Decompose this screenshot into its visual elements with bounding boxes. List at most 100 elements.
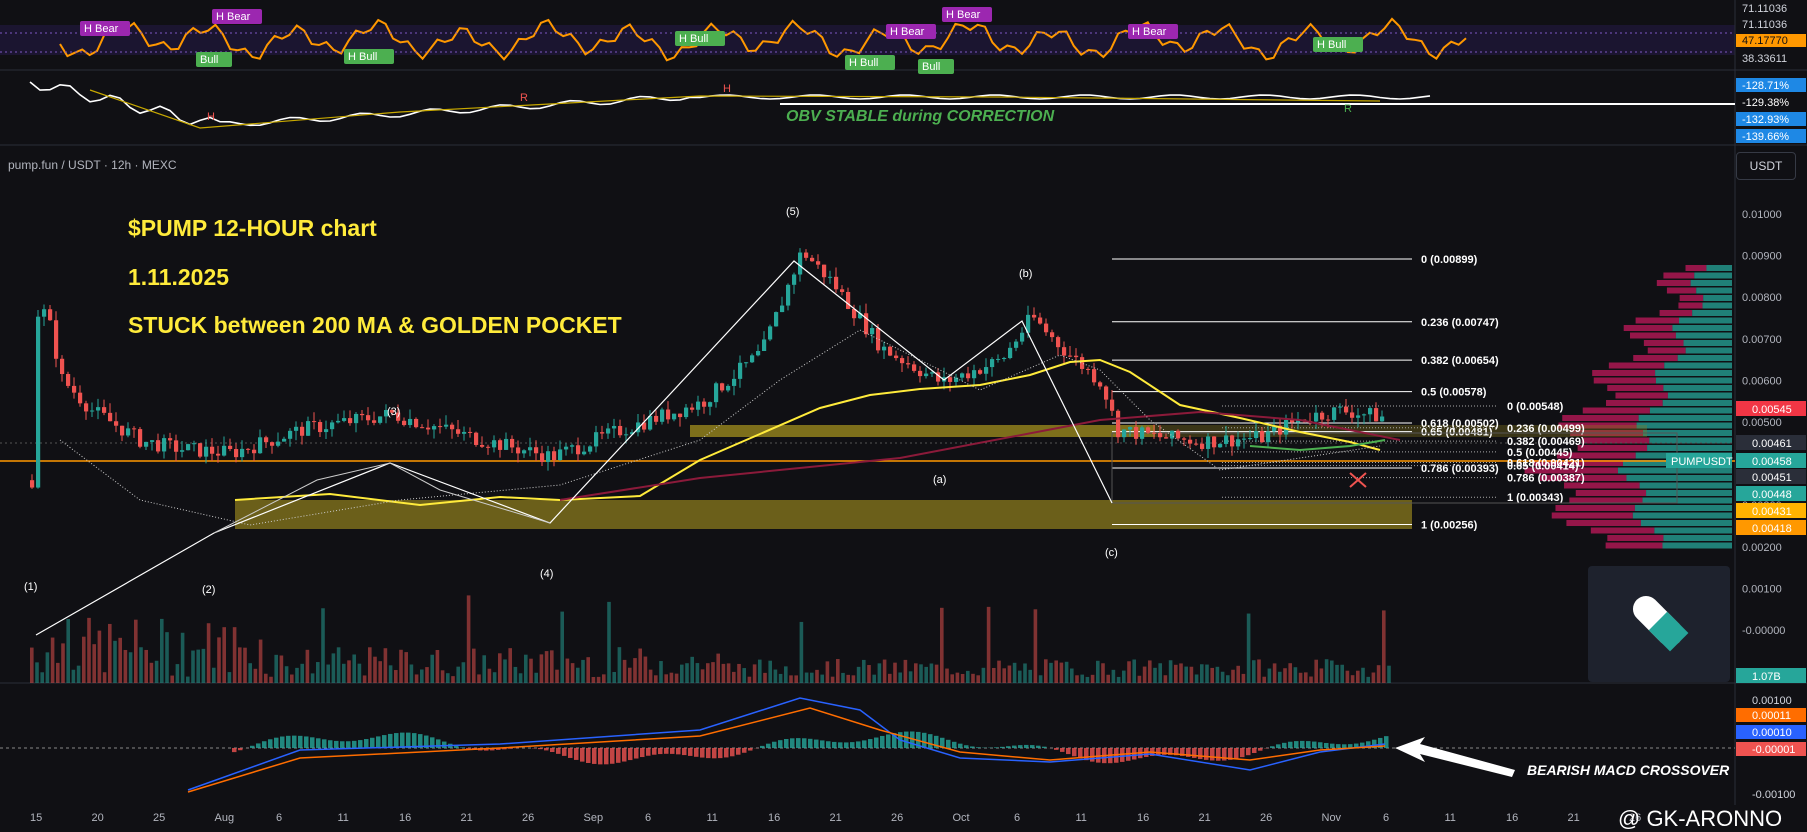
volume-bar <box>1101 663 1105 683</box>
volume-bar <box>332 653 336 683</box>
time-tick: Oct <box>953 812 970 824</box>
volume-bar <box>1268 669 1272 683</box>
volume-bar <box>1361 668 1365 683</box>
macd-bar <box>1090 748 1095 762</box>
macd-bar <box>976 747 981 748</box>
macd-tag: -0.00100 <box>1752 789 1795 801</box>
volume-bar <box>1304 672 1308 683</box>
volume-bar <box>1278 672 1282 683</box>
macd-bar <box>640 748 645 757</box>
volume-bar <box>1325 659 1329 683</box>
time-tick: 21 <box>1199 812 1211 824</box>
macd-bar <box>856 741 861 748</box>
candle-body <box>228 446 232 449</box>
candle-body <box>1038 318 1042 324</box>
macd-bar <box>838 742 843 748</box>
volume-bar <box>1236 666 1240 683</box>
candle-body <box>1332 407 1336 420</box>
volume-bar <box>306 650 310 683</box>
macd-bar <box>1318 742 1323 748</box>
macd-bar <box>400 733 405 748</box>
price-tag: 0.00448 <box>1752 489 1792 501</box>
candle-body <box>528 447 532 450</box>
candle-body <box>1314 413 1318 422</box>
macd-bar <box>322 739 327 748</box>
profile-bar <box>1663 385 1732 391</box>
candle-body <box>1020 333 1024 342</box>
macd-bar <box>796 738 801 748</box>
macd-bar <box>1204 748 1209 760</box>
candle-body <box>606 428 610 433</box>
candle-body <box>822 265 826 278</box>
profile-bar <box>1640 483 1732 489</box>
volume-bar <box>867 665 871 683</box>
volume-bar <box>696 663 700 683</box>
candle-body <box>558 449 562 460</box>
candle-body <box>618 426 622 435</box>
volume-bar <box>46 652 50 683</box>
volume-bar <box>82 637 86 683</box>
volume-bar <box>493 672 497 683</box>
macd-bar <box>1072 748 1077 756</box>
macd-bar <box>574 748 579 760</box>
volume-bar <box>321 608 325 683</box>
volume-bar <box>248 663 252 683</box>
candles <box>30 248 1384 489</box>
macd-bar <box>730 748 735 756</box>
profile-bar <box>1607 385 1663 391</box>
volume-bar <box>1231 670 1235 683</box>
volume-bar <box>1299 673 1303 683</box>
profile-bar <box>1678 303 1702 309</box>
candle-body <box>1056 337 1060 347</box>
profile-bar <box>1703 295 1732 301</box>
volume-bar <box>1164 675 1168 683</box>
volume-bar <box>945 669 949 683</box>
candle-body <box>1104 386 1108 399</box>
obv-marker: R <box>520 92 528 104</box>
macd-bar <box>802 738 807 748</box>
candle-body <box>990 359 994 367</box>
macd-bar <box>628 748 633 760</box>
profile-bar <box>1636 318 1679 324</box>
volume-bar <box>1106 675 1110 683</box>
volume-bar <box>872 675 876 683</box>
macd-bar <box>1198 748 1203 759</box>
volume-bar <box>581 660 585 683</box>
volume-bar <box>1200 664 1204 683</box>
volume-bars: 1.07B <box>30 595 1806 683</box>
time-tick: 26 <box>522 812 534 824</box>
volume-bar <box>1034 609 1038 683</box>
volume-bar <box>779 674 783 683</box>
volume-bar <box>451 676 455 683</box>
volume-bar <box>701 669 705 683</box>
time-tick: 15 <box>30 812 42 824</box>
volume-bar <box>311 673 315 683</box>
profile-bar <box>1630 333 1676 339</box>
candle-body <box>1368 408 1372 414</box>
macd-bar <box>1216 748 1221 761</box>
macd-bar <box>268 739 273 748</box>
macd-bar <box>286 736 291 748</box>
volume-bar <box>51 638 55 683</box>
volume-bar <box>1366 677 1370 683</box>
volume-bar <box>498 653 502 683</box>
volume-bar <box>1195 674 1199 683</box>
currency-button[interactable]: USDT <box>1736 152 1796 180</box>
macd-bar <box>688 748 693 756</box>
candle-body <box>1218 444 1222 447</box>
candle-body <box>1236 439 1240 446</box>
macd-bar <box>862 740 867 748</box>
macd-bar <box>1270 746 1275 748</box>
volume-bar <box>103 672 107 683</box>
candle-body <box>432 426 436 429</box>
price-tick: 0.00500 <box>1742 417 1782 429</box>
volume-bar <box>165 632 169 683</box>
fib-label-small: 0.786 (0.00387) <box>1507 473 1585 485</box>
volume-bar <box>774 670 778 683</box>
volume-bar <box>628 668 632 683</box>
candle-body <box>144 442 148 447</box>
macd-bar <box>1288 742 1293 748</box>
volume-bar <box>316 662 320 683</box>
candle-body <box>552 451 556 460</box>
